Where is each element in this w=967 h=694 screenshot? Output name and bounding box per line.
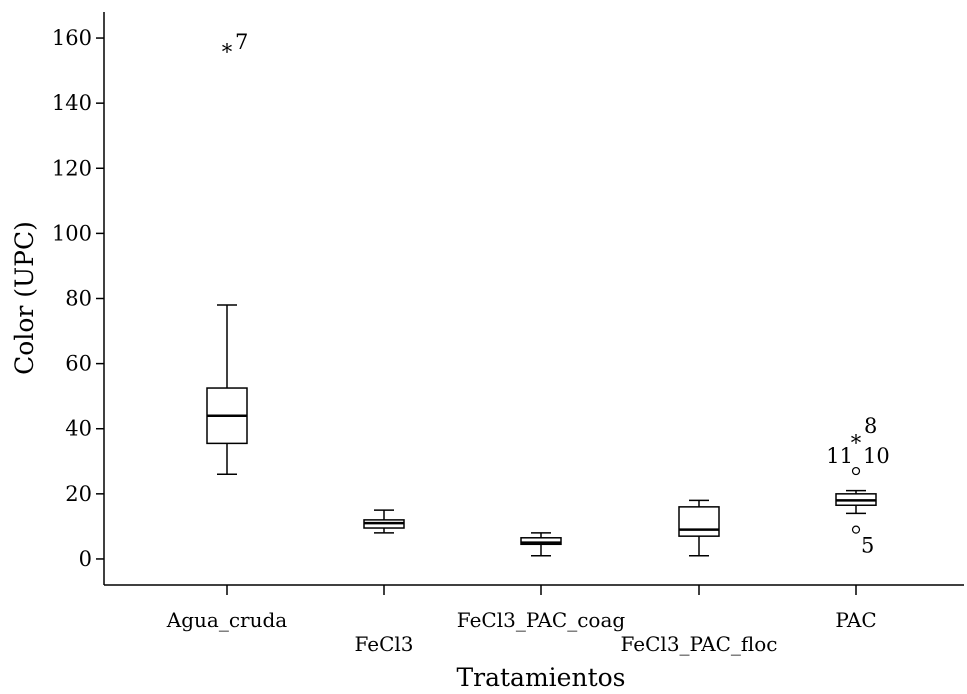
y-tick-label: 60 <box>65 352 92 376</box>
outlier-id-label: 11 <box>826 444 853 468</box>
y-tick-label: 140 <box>52 91 92 115</box>
outlier-marker <box>851 525 861 534</box>
outlier-id-label: 8 <box>864 414 877 438</box>
extreme-marker: * <box>851 431 862 455</box>
outlier-id-label: 7 <box>235 30 248 54</box>
y-tick-label: 160 <box>52 26 92 50</box>
y-tick-label: 80 <box>65 287 92 311</box>
box-group: *8 11 10 5 <box>826 414 889 558</box>
y-tick-label: 0 <box>79 547 92 571</box>
x-tick-label: FeCl3 <box>354 632 413 656</box>
x-axis-title: Tratamientos <box>456 663 625 692</box>
x-tick-label: PAC <box>835 608 876 632</box>
axes: 0 20 40 60 80 100 120 140 160 Agua_cruda FeCl3 FeCl… <box>52 12 964 656</box>
x-tick-label: Agua_cruda <box>166 608 287 632</box>
box-group <box>678 499 720 557</box>
outlier-id-label: 5 <box>861 534 874 558</box>
box-group <box>520 532 562 557</box>
x-tick-label: FeCl3_PAC_coag <box>457 608 626 632</box>
box-group: * 7 <box>206 30 248 476</box>
outlier-marker <box>851 466 861 476</box>
x-tick-label: FeCl3_PAC_floc <box>621 632 778 656</box>
iqr-box <box>678 506 720 537</box>
outlier-id-label: 10 <box>863 444 890 468</box>
y-axis-title: Color (UPC) <box>10 221 39 375</box>
y-tick-label: 20 <box>65 482 92 506</box>
box-group <box>363 509 405 534</box>
y-tick-label: 40 <box>65 417 92 441</box>
y-tick-label: 120 <box>52 156 92 180</box>
boxes-layer: * 7*811 105 <box>206 30 890 558</box>
extreme-marker: * <box>222 40 233 64</box>
y-tick-label: 100 <box>52 221 92 245</box>
iqr-box <box>520 537 562 546</box>
